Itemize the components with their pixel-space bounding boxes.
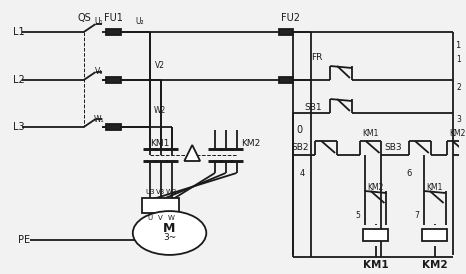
Bar: [422, 229, 447, 241]
Text: QS: QS: [78, 13, 92, 23]
Text: 3: 3: [456, 116, 461, 124]
Text: FU2: FU2: [281, 13, 300, 23]
Text: KM2: KM2: [241, 138, 261, 147]
Text: V: V: [158, 215, 163, 221]
Text: 2: 2: [456, 82, 461, 92]
Text: 7: 7: [414, 210, 419, 219]
Text: KM1: KM1: [150, 138, 169, 147]
Text: M: M: [164, 221, 176, 235]
Text: KM2: KM2: [422, 260, 447, 270]
Text: W3: W3: [166, 189, 177, 195]
Bar: [279, 77, 293, 83]
Text: L3: L3: [13, 122, 24, 132]
Bar: [142, 198, 179, 213]
Text: 1: 1: [455, 41, 461, 50]
Text: V2: V2: [155, 61, 164, 70]
Text: KM2: KM2: [367, 184, 384, 193]
Bar: [279, 29, 293, 35]
Bar: [106, 77, 121, 83]
Text: V3: V3: [156, 189, 165, 195]
Text: FU1: FU1: [104, 13, 123, 23]
Circle shape: [133, 211, 206, 255]
Text: U₂: U₂: [136, 18, 144, 27]
Text: KM1: KM1: [363, 260, 388, 270]
Text: 0: 0: [296, 125, 303, 135]
Text: U3: U3: [145, 189, 155, 195]
Text: KM2: KM2: [449, 130, 466, 138]
Text: L1: L1: [13, 27, 24, 37]
Text: W₁: W₁: [93, 116, 104, 124]
Text: SB3: SB3: [384, 144, 402, 153]
Bar: [106, 29, 121, 35]
Polygon shape: [185, 145, 200, 161]
Text: V₁: V₁: [95, 67, 103, 76]
Text: KM1: KM1: [363, 130, 379, 138]
Text: L2: L2: [13, 75, 25, 85]
Text: U: U: [147, 215, 152, 221]
Bar: [106, 124, 121, 130]
Text: U₁: U₁: [94, 18, 103, 27]
Text: SB2: SB2: [291, 144, 308, 153]
Text: 5: 5: [355, 210, 360, 219]
Text: PE: PE: [18, 235, 30, 245]
Text: KM1: KM1: [426, 184, 443, 193]
Text: W: W: [168, 215, 175, 221]
Text: 4: 4: [300, 169, 305, 178]
Text: 1: 1: [456, 56, 461, 64]
Text: W2: W2: [154, 105, 166, 115]
Text: 3~: 3~: [163, 233, 176, 242]
Text: 6: 6: [406, 169, 412, 178]
Bar: [363, 229, 388, 241]
Text: SB1: SB1: [305, 102, 322, 112]
Text: FR: FR: [311, 53, 322, 61]
